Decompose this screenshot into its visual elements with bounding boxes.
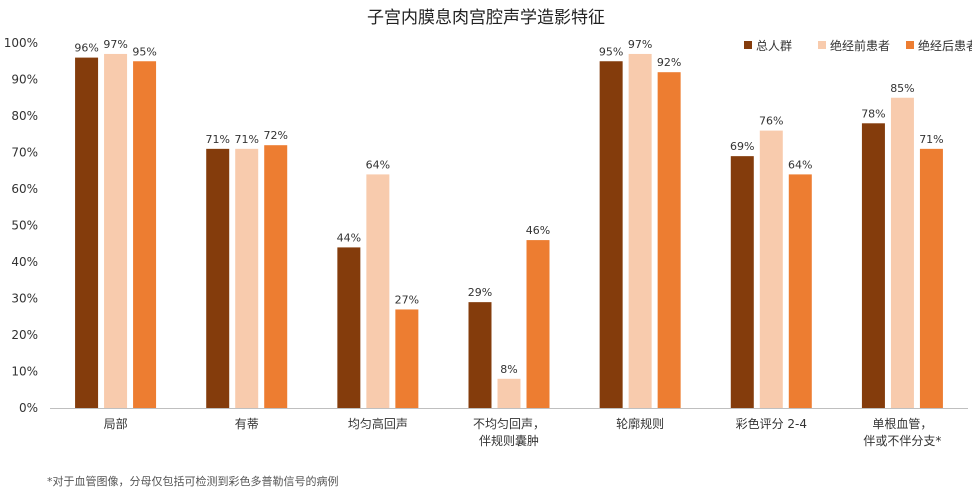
bar bbox=[395, 309, 419, 408]
bar bbox=[133, 61, 157, 408]
data-label: 29% bbox=[468, 286, 492, 299]
bar bbox=[759, 130, 783, 408]
bar bbox=[657, 72, 681, 408]
category-label: 单根血管， bbox=[872, 416, 932, 431]
y-tick-label: 50% bbox=[11, 219, 38, 233]
category-label: 轮廓规则 bbox=[616, 416, 664, 431]
data-label: 44% bbox=[337, 231, 361, 244]
legend-label: 绝经前患者 bbox=[830, 38, 890, 53]
bar bbox=[337, 247, 361, 408]
bar bbox=[366, 174, 390, 408]
bars bbox=[75, 53, 943, 409]
bar bbox=[206, 148, 230, 408]
legend: 总人群 绝经前患者 绝经后患者 bbox=[744, 38, 972, 53]
y-axis: 0% 10% 20% 30% 40% 50% 60% 70% 80% 90% 100% bbox=[4, 36, 38, 415]
data-label: 95% bbox=[599, 45, 623, 58]
data-label: 95% bbox=[132, 45, 156, 58]
data-label: 96% bbox=[74, 42, 98, 55]
category-label: 伴或不伴分支* bbox=[863, 434, 941, 448]
data-label: 69% bbox=[730, 140, 754, 153]
bar bbox=[861, 123, 885, 409]
data-label: 72% bbox=[263, 129, 287, 142]
data-label: 97% bbox=[628, 38, 652, 51]
y-tick-label: 90% bbox=[11, 73, 38, 87]
bar bbox=[890, 97, 914, 408]
bar bbox=[264, 145, 288, 408]
data-label: 71% bbox=[919, 133, 943, 146]
bar bbox=[104, 53, 128, 408]
data-labels: 96% 71% 44% 29% 95% 69% 78% 97% 71% 64% 8% 97% 76% 85… bbox=[74, 38, 943, 376]
data-label: 85% bbox=[890, 82, 914, 95]
bar bbox=[468, 302, 492, 408]
bar bbox=[235, 148, 259, 408]
x-axis: 局部 有蒂 均匀高回声 不均匀回声， 伴规则囊肿 轮廓规则 彩色评分 2-4 单根血管， 伴或不… bbox=[50, 408, 968, 448]
data-label: 46% bbox=[526, 224, 550, 237]
data-label: 78% bbox=[861, 107, 885, 120]
y-tick-label: 60% bbox=[11, 182, 38, 196]
chart-title: 子宫内膜息肉宫腔声学造影特征 bbox=[367, 8, 605, 28]
data-label: 76% bbox=[759, 115, 783, 128]
data-label: 8% bbox=[500, 363, 517, 376]
data-label: 97% bbox=[103, 38, 127, 51]
bar bbox=[919, 148, 943, 408]
category-label: 伴规则囊肿 bbox=[479, 433, 539, 448]
bar bbox=[497, 378, 521, 408]
data-label: 64% bbox=[788, 158, 812, 171]
bar bbox=[75, 57, 99, 408]
y-tick-label: 10% bbox=[11, 365, 38, 379]
data-label: 92% bbox=[657, 56, 681, 69]
category-label: 局部 bbox=[104, 416, 128, 431]
legend-label: 总人群 bbox=[756, 39, 792, 53]
category-label: 不均匀回声， bbox=[473, 417, 545, 431]
bar bbox=[788, 174, 812, 408]
y-tick-label: 0% bbox=[19, 401, 38, 415]
category-label: 有蒂 bbox=[235, 417, 259, 431]
legend-label: 绝经后患者 bbox=[918, 38, 972, 53]
bar bbox=[599, 61, 623, 408]
legend-swatch bbox=[744, 41, 752, 49]
y-tick-label: 80% bbox=[11, 109, 38, 123]
legend-swatch bbox=[906, 41, 914, 49]
category-label: 彩色评分 2-4 bbox=[736, 417, 807, 431]
bar bbox=[526, 240, 550, 408]
data-label: 71% bbox=[234, 133, 258, 146]
footnote: *对于血管图像，分母仅包括可检测到彩色多普勒信号的病例 bbox=[47, 474, 339, 488]
legend-swatch bbox=[818, 41, 826, 49]
y-tick-label: 40% bbox=[11, 255, 38, 269]
category-label: 均匀高回声 bbox=[348, 416, 408, 431]
y-tick-label: 30% bbox=[11, 292, 38, 306]
data-label: 27% bbox=[395, 293, 419, 306]
data-label: 64% bbox=[366, 158, 390, 171]
bar bbox=[730, 156, 754, 408]
y-tick-label: 20% bbox=[11, 328, 38, 342]
bar bbox=[628, 53, 652, 408]
y-tick-label: 70% bbox=[11, 146, 38, 160]
y-tick-label: 100% bbox=[4, 36, 38, 50]
data-label: 71% bbox=[205, 133, 229, 146]
